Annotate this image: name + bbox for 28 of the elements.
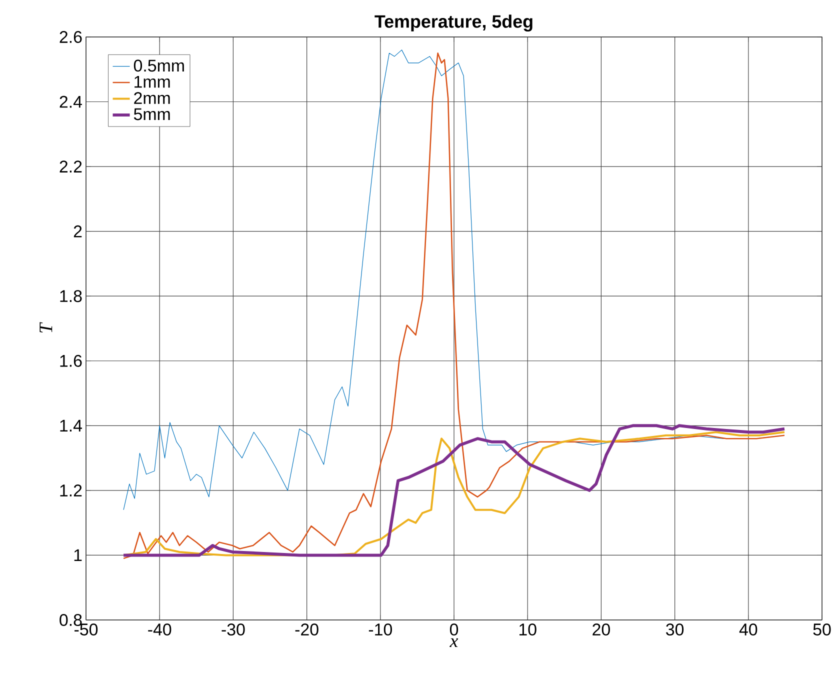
y-axis-title: T — [40, 322, 52, 333]
y-tick-label: 1.6 — [60, 354, 82, 367]
x-tick-label: -10 — [368, 624, 392, 636]
x-tick-label: -40 — [148, 624, 172, 636]
legend-label: 0.5mm — [134, 60, 184, 72]
y-tick-label: 2.2 — [60, 160, 82, 172]
y-tick-label: 2 — [74, 225, 82, 238]
legend-label: 2mm — [134, 92, 170, 104]
y-tick-label: 1.8 — [60, 290, 82, 302]
legend-label: 1mm — [134, 76, 170, 88]
x-tick-label: -20 — [295, 624, 318, 636]
x-tick-label: 10 — [519, 624, 536, 636]
y-tick-label: 2.6 — [60, 30, 82, 43]
x-tick-label: -50 — [74, 624, 98, 636]
y-tick-label: 1 — [74, 549, 82, 562]
y-tick-label: 2.4 — [60, 96, 82, 108]
x-tick-label: 0 — [450, 624, 458, 636]
y-tick-label: 0.8 — [60, 614, 82, 626]
legend-label: 5mm — [134, 108, 170, 120]
y-tick-label: 1.2 — [60, 484, 82, 496]
x-tick-label: 40 — [739, 624, 758, 636]
x-tick-label: 30 — [666, 624, 684, 636]
y-tick-label: 1.4 — [60, 420, 82, 432]
x-tick-label: 50 — [813, 624, 831, 636]
x-tick-label: -30 — [222, 624, 245, 636]
chart-title: Temperature, 5deg — [374, 14, 532, 32]
x-axis-title: x — [450, 638, 458, 648]
x-tick-label: 20 — [592, 624, 610, 636]
